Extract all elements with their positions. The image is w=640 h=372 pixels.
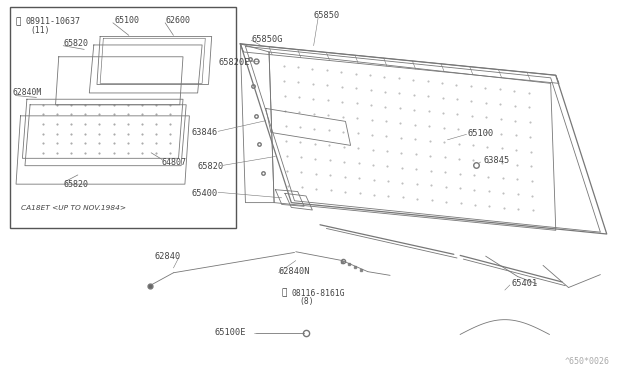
Text: 65100: 65100 (468, 129, 494, 138)
Text: 63845: 63845 (484, 156, 510, 166)
Text: 65820: 65820 (64, 180, 89, 189)
Text: 65850: 65850 (314, 11, 340, 20)
Text: 62840N: 62840N (278, 267, 310, 276)
Text: 62840M: 62840M (13, 89, 42, 97)
Text: 08116-8161G: 08116-8161G (292, 289, 346, 298)
Text: 65820E: 65820E (218, 58, 250, 67)
Text: 65100: 65100 (115, 16, 140, 25)
Text: 62600: 62600 (166, 16, 191, 25)
Text: CA18ET <UP TO NOV.1984>: CA18ET <UP TO NOV.1984> (20, 205, 125, 211)
Text: 62840: 62840 (154, 251, 180, 261)
Text: 65820: 65820 (64, 39, 89, 48)
Text: Ⓝ: Ⓝ (15, 17, 20, 26)
Text: 65400: 65400 (191, 189, 218, 198)
Text: ^650*0026: ^650*0026 (565, 357, 610, 366)
Text: 08911-10637: 08911-10637 (26, 17, 81, 26)
Text: 65850G: 65850G (251, 35, 283, 44)
FancyBboxPatch shape (10, 7, 236, 228)
Text: (8): (8) (300, 297, 314, 306)
Text: (11): (11) (30, 26, 49, 35)
Text: 63846: 63846 (191, 128, 218, 137)
Text: Ⓢ: Ⓢ (282, 289, 287, 298)
Text: 64807: 64807 (162, 157, 187, 167)
Text: 65100E: 65100E (215, 328, 246, 337)
Text: 65401: 65401 (511, 279, 538, 288)
Text: 65820: 65820 (198, 162, 224, 171)
